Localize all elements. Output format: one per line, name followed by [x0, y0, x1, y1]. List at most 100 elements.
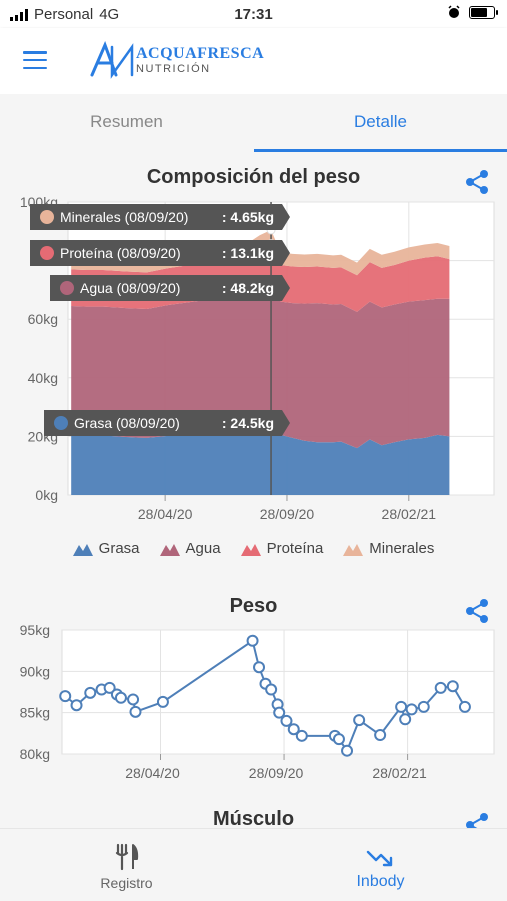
x-tick-label: 28/09/20 — [249, 765, 304, 781]
x-tick-label: 28/02/21 — [382, 506, 437, 520]
area-grasa — [71, 423, 450, 495]
tooltip: Agua (08/09/20) : 48.2kg — [50, 275, 290, 301]
data-point — [405, 703, 418, 716]
signal-icon — [10, 8, 28, 21]
data-point — [59, 690, 72, 703]
tooltip-box — [44, 410, 290, 436]
tooltip-swatch — [40, 210, 54, 224]
tooltip-value: : 48.2kg — [222, 280, 274, 296]
area-agua — [71, 281, 450, 449]
weight-title: Peso — [229, 595, 278, 617]
nav-inbody[interactable]: Inbody — [254, 829, 507, 901]
data-point — [332, 733, 345, 746]
y-tick-label: 90kg — [20, 663, 50, 679]
tooltip: Proteína (08/09/20): 13.1kg — [30, 240, 290, 266]
data-point — [273, 706, 286, 719]
share-icon[interactable] — [464, 598, 490, 624]
y-tick-label: 85kg — [20, 705, 50, 721]
legend-item-grasa[interactable]: Grasa — [72, 540, 140, 557]
data-point — [280, 714, 293, 727]
bottom-nav: Registro Inbody — [0, 828, 507, 901]
brand-subtitle: NUTRICIÓN — [136, 62, 211, 75]
mountain-icon — [240, 543, 261, 556]
fork-knife-icon — [115, 843, 139, 871]
tooltip-label: Minerales (08/09/20) — [60, 209, 188, 225]
tooltip-label: Proteína (08/09/20) — [60, 245, 181, 261]
data-point — [295, 729, 308, 742]
tab-resumen[interactable]: Resumen — [90, 112, 163, 131]
x-tick-label: 28/02/21 — [372, 765, 427, 781]
tab-bar: Resumen Detalle — [0, 94, 507, 152]
tooltip-value: : 4.65kg — [222, 209, 274, 225]
legend-item-proteína[interactable]: Proteína — [240, 540, 324, 557]
legend-label: Agua — [185, 540, 221, 557]
muscle-title: Músculo — [212, 808, 295, 830]
tooltip: Grasa (08/09/20) : 24.5kg — [44, 410, 290, 436]
legend-item-minerales[interactable]: Minerales — [343, 540, 434, 557]
alarm-icon — [448, 5, 460, 18]
logo-mark-icon — [90, 41, 134, 79]
x-tick-label: 28/04/20 — [138, 506, 193, 520]
x-tick-label: 28/04/20 — [125, 765, 180, 781]
y-tick-label: 40kg — [28, 370, 58, 386]
plot-area — [61, 629, 495, 755]
composition-title: Composición del peso — [146, 166, 361, 188]
y-tick-label: 80kg — [20, 746, 50, 762]
nav-registro[interactable]: Registro — [0, 829, 253, 901]
status-left: Personal 4G — [10, 6, 119, 23]
tab-detalle[interactable]: Detalle — [254, 94, 507, 152]
nav-inbody-label: Inbody — [356, 873, 405, 890]
tooltip-swatch — [60, 281, 74, 295]
data-point — [287, 723, 300, 736]
data-point — [114, 691, 127, 704]
legend-label: Proteína — [266, 540, 324, 557]
status-bar: Personal 4G 17:31 — [0, 0, 507, 28]
data-point — [84, 686, 97, 699]
share-icon[interactable] — [464, 169, 490, 195]
data-point — [246, 634, 259, 647]
mountain-icon — [343, 543, 364, 556]
composition-legend: Grasa Agua Proteína Minerales — [0, 540, 507, 557]
data-point — [103, 681, 116, 694]
x-tick-label: 28/09/20 — [260, 506, 315, 520]
tooltip-label: Grasa (08/09/20) — [74, 415, 180, 431]
tooltip-swatch — [54, 416, 68, 430]
tooltip: Minerales (08/09/20) : 4.65kg — [30, 204, 290, 230]
status-right — [447, 5, 498, 19]
menu-icon[interactable] — [23, 51, 47, 69]
logo: ACQUAFRESCA NUTRICIÓN — [88, 41, 264, 79]
data-point — [458, 700, 471, 713]
data-point — [341, 744, 354, 757]
data-point — [399, 713, 412, 726]
data-point — [395, 700, 408, 713]
app-bar: ACQUAFRESCA NUTRICIÓN — [0, 28, 507, 94]
tooltip-value: : 24.5kg — [222, 415, 274, 431]
data-point — [156, 695, 169, 708]
data-point — [265, 683, 278, 696]
brand-name: ACQUAFRESCA — [136, 44, 265, 62]
data-point — [253, 661, 266, 674]
data-point — [417, 700, 430, 713]
mountain-icon — [159, 543, 180, 556]
data-point — [129, 705, 142, 718]
nav-registro-label: Registro — [100, 875, 153, 891]
clock: 17:31 — [234, 6, 273, 23]
y-tick-label: 0kg — [35, 487, 58, 503]
data-point — [70, 699, 83, 712]
data-point — [127, 693, 140, 706]
network-label: 4G — [99, 6, 120, 23]
battery-icon — [469, 5, 498, 19]
legend-item-agua[interactable]: Agua — [159, 540, 221, 557]
composition-chart: 0kg20kg40kg60kg8100kg28/04/2028/09/2028/… — [20, 194, 495, 520]
y-tick-label: 95kg — [20, 622, 50, 638]
tooltip-box — [30, 204, 290, 230]
legend-label: Minerales — [369, 540, 435, 557]
tooltip-label: Agua (08/09/20) — [80, 280, 180, 296]
trending-down-icon — [366, 850, 393, 867]
tooltip-box — [50, 275, 290, 301]
tooltip-box — [30, 240, 290, 266]
data-point — [446, 680, 459, 693]
data-point — [353, 714, 366, 727]
legend-label: Grasa — [98, 540, 140, 557]
carrier-label: Personal — [34, 6, 94, 23]
